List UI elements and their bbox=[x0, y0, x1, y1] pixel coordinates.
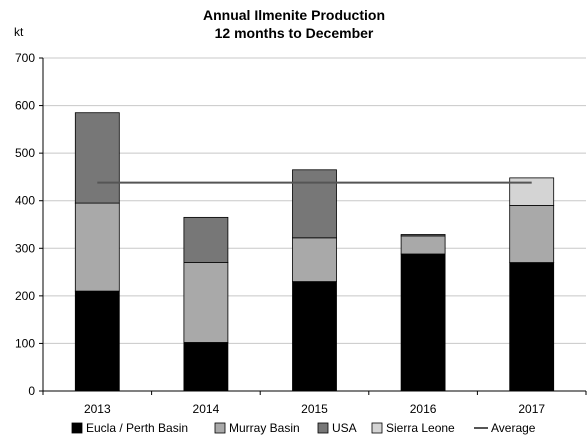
bar-segment bbox=[183, 342, 229, 392]
bar-segment bbox=[292, 281, 337, 392]
chart-subtitle: 12 months to December bbox=[215, 25, 374, 41]
bar-segment bbox=[400, 253, 446, 392]
bar-segment bbox=[400, 234, 446, 237]
axes bbox=[42, 58, 586, 392]
y-tick-label: 200 bbox=[15, 289, 35, 303]
y-axis-unit-label: kt bbox=[14, 25, 24, 39]
legend-swatch bbox=[371, 422, 383, 434]
legend-label: Average bbox=[491, 421, 536, 435]
bar-segment bbox=[74, 290, 120, 392]
bar-segment bbox=[509, 205, 555, 263]
legend-swatch bbox=[317, 422, 329, 434]
bar-segment bbox=[74, 202, 120, 292]
y-axis-ticks: 0 100 200 300 400 500 600 700 bbox=[15, 51, 43, 398]
x-tick-label: 2014 bbox=[193, 402, 220, 416]
y-tick-label: 400 bbox=[15, 194, 35, 208]
chart-title: Annual Ilmenite Production bbox=[203, 7, 385, 23]
y-tick-label: 500 bbox=[15, 146, 35, 160]
y-tick-label: 700 bbox=[15, 51, 35, 65]
x-tick-label: 2017 bbox=[518, 402, 545, 416]
legend-label: USA bbox=[332, 421, 357, 435]
y-tick-label: 600 bbox=[15, 99, 35, 113]
y-tick-label: 0 bbox=[28, 384, 35, 398]
x-tick-label: 2015 bbox=[301, 402, 328, 416]
bar-segment bbox=[74, 112, 120, 204]
legend-label: Sierra Leone bbox=[386, 421, 455, 435]
bar-segment bbox=[183, 216, 229, 263]
legend-swatch bbox=[71, 422, 83, 434]
x-tick-label: 2013 bbox=[84, 402, 111, 416]
bar-segment bbox=[183, 262, 229, 343]
legend-swatch bbox=[214, 422, 226, 434]
y-tick-label: 100 bbox=[15, 336, 35, 350]
bar-segment bbox=[509, 262, 555, 392]
legend-label: Eucla / Perth Basin bbox=[86, 421, 188, 435]
legend-label: Murray Basin bbox=[229, 421, 300, 435]
x-axis-ticks: 2013 2014 2015 2016 2017 bbox=[42, 391, 587, 416]
bar-segment bbox=[292, 237, 337, 282]
bar-segment bbox=[292, 169, 337, 239]
bars bbox=[74, 112, 555, 392]
x-tick-label: 2016 bbox=[410, 402, 437, 416]
legend: Eucla / Perth Basin Murray Basin USA Sierra… bbox=[71, 421, 536, 435]
y-tick-label: 300 bbox=[15, 241, 35, 255]
bar-segment bbox=[400, 235, 446, 255]
